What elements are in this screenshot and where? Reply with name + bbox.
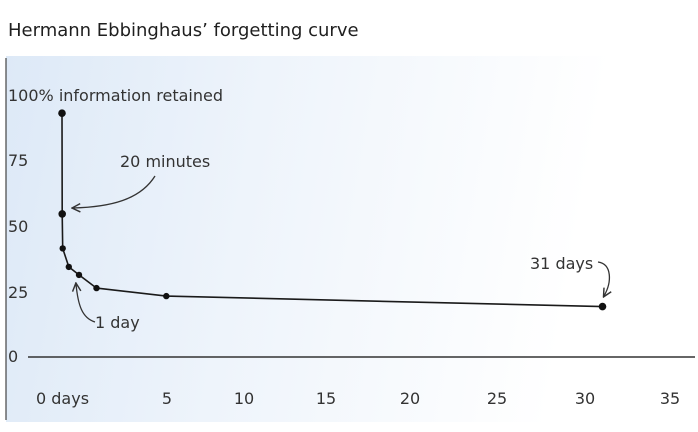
series-line	[61, 113, 603, 308]
annotation-arrow-20-minutes	[73, 175, 156, 208]
y-tick-label: 25	[8, 283, 28, 302]
x-tick-label: 35	[660, 389, 680, 408]
chart-title: Hermann Ebbinghaus’ forgetting curve	[8, 20, 359, 41]
x-tick-label: 30	[575, 389, 595, 408]
y-tick-label: 100% information retained	[8, 86, 223, 105]
annotation-arrow-31-days	[597, 261, 609, 296]
x-tick-label: 10	[234, 389, 254, 408]
annotation-label: 20 minutes	[120, 152, 210, 171]
x-tick-label: 5	[162, 389, 172, 408]
data-point	[58, 210, 66, 218]
y-tick-label: 0	[8, 347, 18, 366]
data-point	[65, 263, 73, 271]
y-tick-label: 50	[8, 217, 28, 236]
y-tick-label: 75	[8, 151, 28, 170]
plot-background	[6, 56, 698, 422]
data-point	[75, 271, 83, 279]
data-point	[59, 245, 66, 252]
x-tick-label: 0 days	[36, 389, 89, 408]
data-point	[163, 292, 170, 300]
data-point	[598, 302, 607, 311]
annotation-arrow-1-day	[76, 284, 96, 323]
data-point	[93, 284, 100, 292]
data-point	[58, 109, 66, 117]
x-tick-label: 15	[316, 389, 336, 408]
annotation-label: 31 days	[530, 254, 593, 273]
x-tick-label: 25	[487, 389, 507, 408]
annotation-label: 1 day	[95, 313, 140, 332]
x-tick-label: 20	[400, 389, 420, 408]
